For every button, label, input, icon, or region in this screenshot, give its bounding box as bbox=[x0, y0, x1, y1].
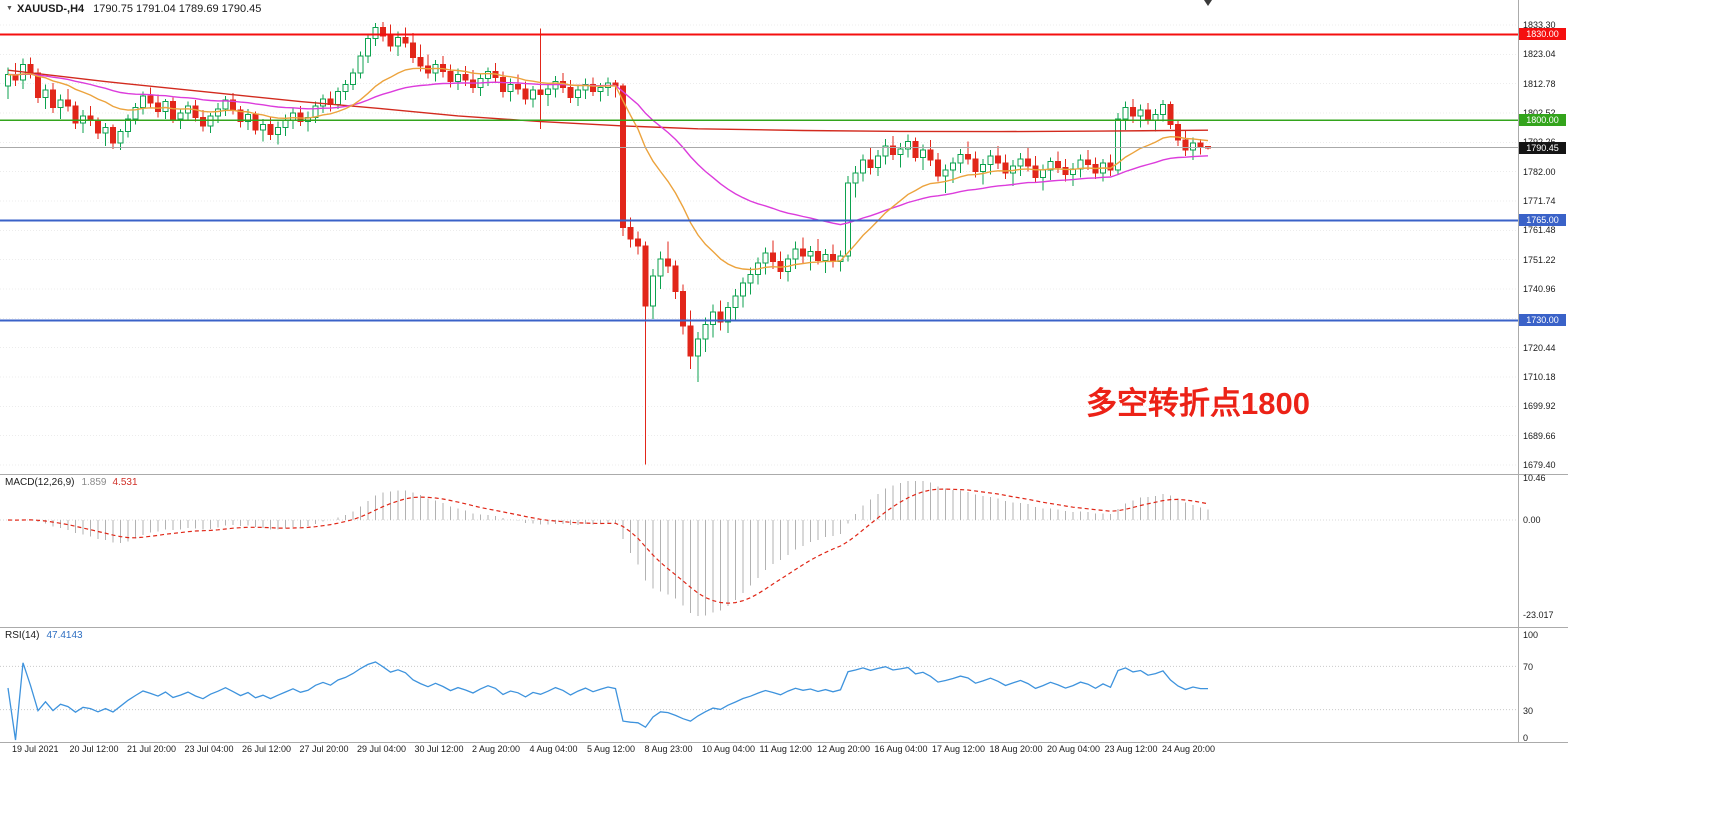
time-axis-label: 8 Aug 23:00 bbox=[644, 744, 693, 754]
macd-axis-label: 10.46 bbox=[1523, 473, 1546, 483]
time-axis-label: 30 Jul 12:00 bbox=[414, 744, 464, 754]
rsi-line bbox=[7, 661, 1208, 741]
macd-axis-label: -23.017 bbox=[1523, 610, 1554, 620]
macd-signal-line bbox=[7, 488, 1209, 604]
rsi-value: 47.4143 bbox=[46, 630, 83, 641]
price-axis-label: 1740.96 bbox=[1523, 284, 1556, 294]
rsi-axis-label: 30 bbox=[1523, 705, 1534, 716]
current-price-tag: 1790.45 bbox=[1519, 141, 1566, 154]
price-axis-label: 1689.66 bbox=[1523, 430, 1556, 441]
symbol-timeframe-label: XAUUSD-,H4 bbox=[16, 3, 85, 15]
price-axis-label: 1771.74 bbox=[1523, 196, 1556, 206]
main-price-chart[interactable] bbox=[0, 0, 1519, 474]
time-axis-label: 21 Jul 20:00 bbox=[127, 744, 177, 754]
price-axis-label: 1720.44 bbox=[1523, 342, 1556, 353]
chart-header: ▼ XAUUSD-,H4 1790.75 1791.04 1789.69 1790.… bbox=[6, 3, 261, 15]
time-axis-label: 27 Jul 20:00 bbox=[299, 744, 349, 754]
macd-label: MACD(12,26,9) 1.859 4.531 bbox=[5, 477, 138, 488]
support-line-tag-1765: 1765.00 bbox=[1519, 214, 1566, 227]
rsi-panel[interactable] bbox=[0, 627, 1519, 742]
chart-annotation-text[interactable]: 多空转折点1800 bbox=[1086, 386, 1310, 421]
time-axis-label: 23 Jul 04:00 bbox=[184, 744, 234, 754]
macd-panel[interactable] bbox=[0, 474, 1519, 627]
rsi-axis-label: 70 bbox=[1523, 662, 1534, 673]
macd-value-main: 1.859 bbox=[81, 477, 107, 488]
macd-axis[interactable]: 10.46 0.00 -23.017 bbox=[1520, 0, 1568, 742]
time-axis-label: 20 Aug 04:00 bbox=[1047, 744, 1101, 754]
time-axis-label: 19 Jul 2021 bbox=[12, 744, 59, 754]
rsi-title: RSI(14) bbox=[5, 630, 40, 641]
macd-value-signal: 4.531 bbox=[112, 477, 138, 488]
symbol-marker-icon: ▼ bbox=[6, 5, 13, 12]
ma-fast-line bbox=[7, 67, 1209, 271]
ma-slow-line bbox=[7, 69, 1209, 133]
macd-histogram bbox=[15, 480, 1209, 616]
time-axis-label: 2 Aug 20:00 bbox=[472, 744, 521, 754]
macd-panel-separator bbox=[0, 474, 1568, 475]
time-axis-label: 20 Jul 12:00 bbox=[69, 744, 119, 754]
time-axis-separator bbox=[0, 742, 1568, 743]
resistance-line-tag-1830: 1830.00 bbox=[1519, 28, 1566, 41]
support-line-tag-1730: 1730.00 bbox=[1519, 314, 1566, 327]
rsi-axis[interactable]: 100 70 30 0 bbox=[1520, 0, 1568, 743]
rsi-panel-separator bbox=[0, 627, 1568, 628]
price-axis-label: 1751.22 bbox=[1523, 254, 1556, 265]
time-axis-label: 18 Aug 20:00 bbox=[989, 744, 1043, 754]
time-axis-label: 12 Aug 20:00 bbox=[817, 744, 871, 754]
ohlc-readout: 1790.75 1791.04 1789.69 1790.45 bbox=[93, 3, 262, 15]
time-axis-label: 10 Aug 04:00 bbox=[702, 744, 756, 754]
macd-title: MACD(12,26,9) bbox=[5, 477, 75, 488]
price-axis-label: 1812.78 bbox=[1523, 78, 1556, 89]
time-axis-label: 26 Jul 12:00 bbox=[242, 744, 292, 754]
price-axis-border bbox=[1518, 0, 1519, 742]
time-axis-label: 16 Aug 04:00 bbox=[874, 744, 928, 754]
price-axis-label: 1802.52 bbox=[1523, 108, 1556, 118]
rsi-axis-label: 0 bbox=[1523, 733, 1529, 743]
rsi-label: RSI(14) 47.4143 bbox=[5, 630, 83, 641]
time-axis-label: 23 Aug 12:00 bbox=[1104, 744, 1158, 754]
time-axis-label: 24 Aug 20:00 bbox=[1162, 744, 1216, 754]
price-axis-label: 1699.92 bbox=[1523, 401, 1556, 412]
macd-axis-label: 0.00 bbox=[1523, 515, 1541, 525]
price-axis-label: 1761.48 bbox=[1523, 225, 1556, 236]
time-axis[interactable]: 19 Jul 2021 20 Jul 12:00 21 Jul 20:00 23 Ju… bbox=[0, 744, 1568, 756]
price-axis-label: 1833.30 bbox=[1523, 20, 1556, 30]
shift-marker-icon bbox=[1204, 0, 1212, 6]
time-axis-label: 29 Jul 04:00 bbox=[357, 744, 407, 754]
price-axis-label: 1679.40 bbox=[1523, 460, 1556, 470]
pivot-line-tag-1800: 1800.00 bbox=[1519, 114, 1566, 127]
price-axis-label: 1710.18 bbox=[1523, 372, 1556, 382]
price-axis-label: 1823.04 bbox=[1523, 49, 1556, 60]
price-axis-label: 1782.00 bbox=[1523, 166, 1556, 177]
candles-layer bbox=[5, 21, 1211, 465]
time-axis-label: 17 Aug 12:00 bbox=[932, 744, 986, 754]
time-axis-label: 4 Aug 04:00 bbox=[529, 744, 578, 754]
time-axis-label: 11 Aug 12:00 bbox=[759, 744, 812, 754]
time-axis-label: 5 Aug 12:00 bbox=[587, 744, 636, 754]
rsi-axis-label: 100 bbox=[1523, 630, 1539, 640]
